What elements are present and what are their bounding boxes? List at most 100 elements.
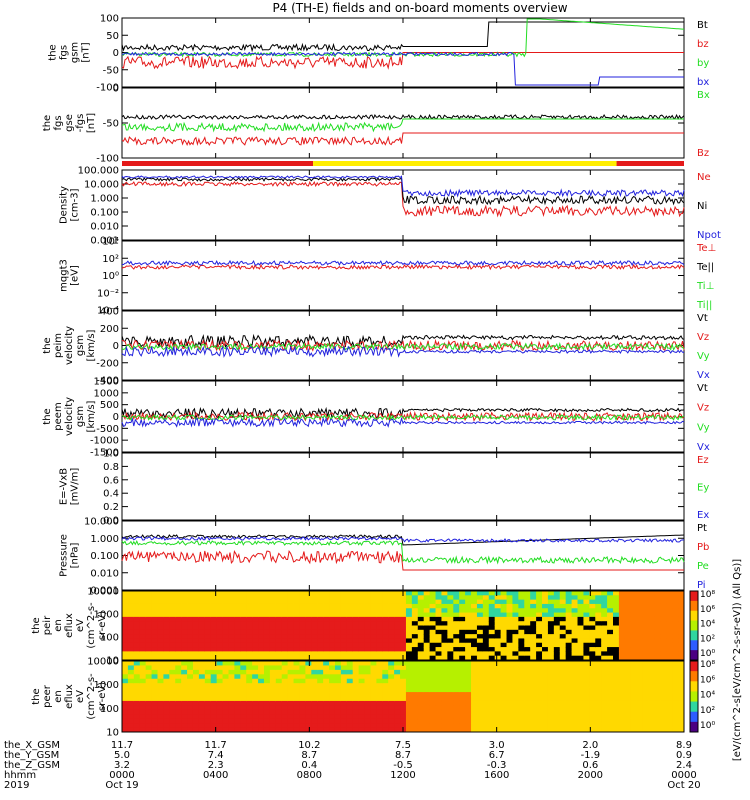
spectrogram-cell: [122, 595, 129, 601]
spectrogram-cell: [518, 674, 525, 680]
spectrogram-cell: [417, 723, 425, 729]
spectrogram-cell: [145, 647, 153, 652]
spectrogram-cell: [618, 661, 626, 666]
spectrogram-cell: [476, 629, 484, 635]
spectrogram-cell: [352, 709, 360, 715]
spectrogram-cell: [536, 647, 543, 652]
spectrogram-cell: [666, 692, 673, 697]
spectrogram-cell: [139, 687, 147, 693]
spectrogram-cell: [394, 629, 401, 635]
spectrogram-cell: [293, 603, 300, 609]
spectrogram-cell: [459, 674, 466, 680]
spectrogram-cell: [234, 634, 241, 639]
spectrogram-cell: [127, 608, 135, 614]
spectrogram-cell: [618, 700, 626, 706]
spectrogram-cell: [500, 709, 508, 715]
spectrogram-cell: [358, 661, 366, 666]
spectrogram-cell: [559, 674, 567, 680]
spectrogram-cell: [595, 603, 602, 609]
spectrogram-cell: [210, 608, 218, 614]
spectrogram-cell: [364, 608, 371, 614]
y-tick-label: 100: [100, 704, 119, 715]
spectrogram-cell: [447, 714, 454, 720]
spectrogram-cell: [654, 718, 661, 724]
spectrogram-cell: [476, 595, 484, 601]
spectrogram-cell: [400, 638, 407, 644]
spectrogram-cell: [618, 616, 626, 622]
spectrogram-cell: [642, 692, 650, 697]
spectrogram-cell: [565, 674, 573, 680]
spectrogram-cell: [482, 692, 490, 697]
spectrogram-cell: [382, 692, 389, 697]
spectrogram-cell: [281, 603, 289, 609]
spectrogram-cell: [536, 705, 543, 711]
spectrogram-cell: [151, 647, 158, 652]
spectrogram-cell: [258, 687, 265, 693]
legend-entry: Ex: [697, 510, 709, 521]
spectrogram-cell: [441, 661, 448, 666]
spectrogram-cell: [459, 647, 466, 652]
spectrogram-cell: [299, 651, 306, 657]
spectrogram-cell: [423, 674, 431, 680]
y-tick-label: 1000: [94, 388, 119, 399]
spectrogram-cell: [258, 603, 265, 609]
spectrogram-cell: [370, 634, 377, 639]
legend-entry: Ti⊥: [696, 281, 714, 292]
spectrogram-cell: [364, 625, 371, 631]
spectrogram-cell: [216, 595, 224, 601]
spectrogram-cell: [547, 638, 555, 644]
spectrogram-cell: [536, 683, 543, 689]
spectrogram-cell: [542, 603, 549, 609]
spectrogram-cell: [577, 638, 584, 644]
spectrogram-cell: [553, 647, 561, 652]
spectrogram-cell: [500, 674, 508, 680]
spectrogram-cell: [429, 665, 437, 671]
spectrogram-cell: [429, 647, 437, 652]
spectrogram-cell: [382, 705, 389, 711]
spectrogram-cell: [263, 625, 271, 631]
spectrogram-cell: [352, 625, 360, 631]
spectrogram-cell: [601, 723, 608, 729]
spectrogram-cell: [258, 599, 265, 605]
spectrogram-cell: [488, 714, 496, 720]
spectrogram-cell: [482, 599, 490, 605]
spectrogram-cell: [181, 651, 188, 657]
spectrogram-cell: [666, 642, 673, 648]
spectrogram-cell: [666, 599, 673, 605]
spectrogram-cell: [672, 603, 679, 609]
spectrogram-cell: [648, 647, 655, 652]
spectrogram-cell: [565, 723, 573, 729]
spectrogram-cell: [648, 718, 655, 724]
spectrogram-cell: [216, 625, 224, 631]
spectrogram-cell: [222, 625, 229, 631]
spectrogram-cell: [553, 709, 561, 715]
spectrogram-cell: [157, 705, 164, 711]
spectrogram-cell: [624, 678, 632, 684]
spectrogram-cell: [613, 709, 620, 715]
spectrogram-cell: [163, 655, 170, 661]
spectrogram-cell: [263, 674, 271, 680]
spectrogram-cell: [559, 678, 567, 684]
spectrogram-cell: [305, 621, 312, 626]
spectrogram-cell: [198, 595, 206, 601]
spectrogram-cell: [364, 692, 371, 697]
spectrogram-cell: [636, 696, 644, 702]
spectrogram-cell: [169, 642, 176, 648]
spectrogram-cell: [547, 595, 555, 601]
spectrogram-cell: [417, 612, 425, 618]
y-axis-label: Density: [59, 186, 70, 224]
spectrogram-cell: [275, 678, 283, 684]
spectrogram-cell: [417, 642, 425, 648]
spectrogram-cell: [400, 599, 407, 605]
spectrogram-cell: [488, 621, 496, 626]
spectrogram-cell: [364, 669, 371, 675]
spectrogram-cell: [476, 674, 484, 680]
spectrogram-cell: [524, 638, 531, 644]
spectrogram-cell: [352, 674, 360, 680]
spectrogram-cell: [311, 674, 318, 680]
spectrogram-cell: [678, 700, 685, 706]
spectrogram-cell: [234, 696, 241, 702]
spectrogram-cell: [648, 727, 655, 733]
spectrogram-cell: [678, 655, 685, 661]
spectrogram-cell: [305, 625, 312, 631]
